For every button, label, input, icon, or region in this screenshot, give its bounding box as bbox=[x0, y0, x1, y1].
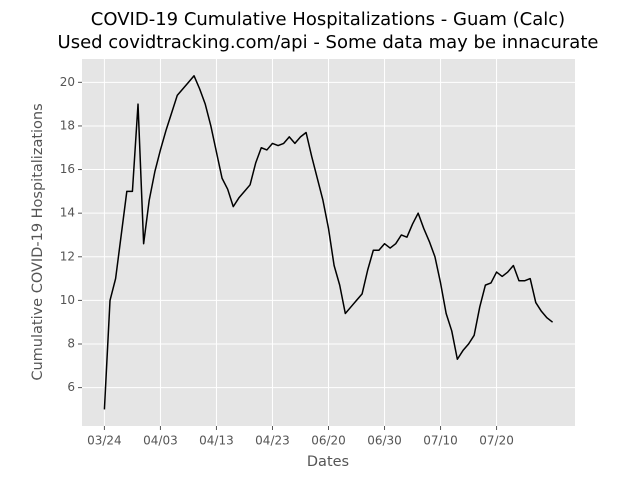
y-axis-label: Cumulative COVID-19 Hospitalizations bbox=[30, 103, 46, 380]
x-tick-label: 06/20 bbox=[311, 434, 346, 448]
y-tick-label: 10 bbox=[60, 293, 75, 307]
x-tick-label: 04/23 bbox=[255, 434, 290, 448]
x-tick-label: 04/13 bbox=[199, 434, 234, 448]
y-tick-label: 8 bbox=[67, 337, 75, 351]
y-tick-label: 6 bbox=[67, 380, 75, 394]
chart-subtitle: Used covidtracking.com/api - Some data m… bbox=[58, 32, 599, 53]
x-tick-label: 06/30 bbox=[367, 434, 402, 448]
x-tick-label: 03/24 bbox=[87, 434, 122, 448]
x-tick-label: 04/03 bbox=[143, 434, 178, 448]
chart-title: COVID-19 Cumulative Hospitalizations - G… bbox=[91, 9, 565, 30]
y-tick-label: 16 bbox=[60, 162, 75, 176]
data-line bbox=[103, 75, 554, 410]
x-axis-label: Dates bbox=[307, 454, 349, 470]
y-tick-label: 12 bbox=[60, 249, 75, 263]
x-tick-label: 07/20 bbox=[479, 434, 514, 448]
x-tick-label: 07/10 bbox=[423, 434, 458, 448]
y-tick-label: 14 bbox=[60, 206, 75, 220]
y-tick-label: 18 bbox=[60, 118, 75, 132]
y-tick-label: 20 bbox=[60, 75, 75, 89]
